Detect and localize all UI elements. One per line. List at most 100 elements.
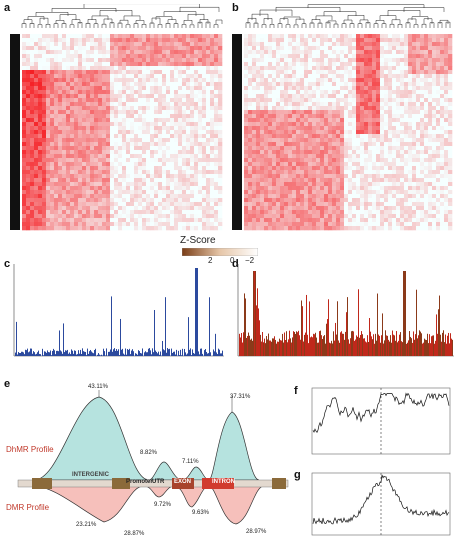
heatmap-a-cell [202, 138, 207, 143]
heatmap-b-cell [320, 202, 325, 207]
heatmap-b-cell [364, 170, 369, 175]
heatmap-a-cell [30, 170, 35, 175]
heatmap-b-cell [372, 170, 377, 175]
heatmap-b-cell [304, 74, 309, 79]
heatmap-b-cell [244, 162, 249, 167]
heatmap-b-cell [264, 130, 269, 135]
heatmap-a-cell [102, 74, 107, 79]
heatmap-b-cell [256, 130, 261, 135]
heatmap-b-cell [336, 54, 341, 59]
heatmap-a-cell [70, 66, 75, 71]
heatmap-b-cell [320, 182, 325, 187]
heatmap-b-cell [256, 46, 261, 51]
heatmap-a-cell [70, 222, 75, 227]
heatmap-a-cell [194, 50, 199, 55]
heatmap-a-cell [86, 158, 91, 163]
heatmap-b-cell [436, 210, 441, 215]
heatmap-a-cell [54, 58, 59, 63]
heatmap-a-cell [86, 42, 91, 47]
heatmap-a-cell [90, 122, 95, 127]
heatmap-b-cell [332, 174, 337, 179]
heatmap-a-cell [94, 106, 99, 111]
heatmap-a-cell [50, 58, 55, 63]
heatmap-a-cell [46, 134, 51, 139]
heatmap-a-cell [174, 82, 179, 87]
heatmap-a-cell [98, 74, 103, 79]
heatmap-b-cell [296, 210, 301, 215]
heatmap-b-cell [332, 90, 337, 95]
heatmap-a-cell [218, 50, 223, 55]
heatmap-a-cell [170, 138, 175, 143]
heatmap-a-cell [218, 106, 223, 111]
heatmap-a-cell [122, 202, 127, 207]
heatmap-b-cell [264, 58, 269, 63]
heatmap-a-cell [26, 46, 31, 51]
heatmap-a-cell [22, 186, 27, 191]
heatmap-a-cell [54, 222, 59, 227]
heatmap-a-cell [70, 214, 75, 219]
heatmap-a-cell [102, 42, 107, 47]
heatmap-b-cell [272, 98, 277, 103]
heatmap-b-cell [336, 34, 341, 39]
heatmap-b-cell [372, 122, 377, 127]
heatmap-a-cell [82, 126, 87, 131]
heatmap-b-cell [368, 210, 373, 215]
heatmap-b-cell [320, 62, 325, 67]
heatmap-a-cell [150, 58, 155, 63]
heatmap-a-cell [102, 102, 107, 107]
heatmap-b-cell [360, 202, 365, 207]
heatmap-a-cell [66, 178, 71, 183]
heatmap-a-cell [126, 210, 131, 215]
heatmap-b-cell [352, 74, 357, 79]
heatmap-b-cell [264, 90, 269, 95]
heatmap-a-cell [134, 98, 139, 103]
heatmap-a-cell [82, 214, 87, 219]
heatmap-b-cell [392, 98, 397, 103]
heatmap-b-cell [320, 130, 325, 135]
heatmap-b-cell [392, 218, 397, 223]
heatmap-a-cell [74, 62, 79, 67]
heatmap-a-cell [102, 178, 107, 183]
heatmap-a-cell [174, 114, 179, 119]
heatmap-a-cell [118, 206, 123, 211]
heatmap-a-cell [130, 94, 135, 99]
heatmap-b-cell [336, 90, 341, 95]
heatmap-b-cell [248, 50, 253, 55]
heatmap-b-cell [348, 170, 353, 175]
heatmap-b-cell [268, 58, 273, 63]
heatmap-a-cell [158, 74, 163, 79]
heatmap-b-cell [376, 198, 381, 203]
heatmap-a-cell [26, 130, 31, 135]
heatmap-a-cell [114, 70, 119, 75]
heatmap-b-cell [380, 178, 385, 183]
heatmap-b-cell [276, 82, 281, 87]
heatmap-a-cell [70, 118, 75, 123]
heatmap-b-cell [336, 150, 341, 155]
heatmap-b-cell [348, 174, 353, 179]
heatmap-a-cell [198, 58, 203, 63]
heatmap-b-cell [316, 182, 321, 187]
heatmap-b-cell [308, 94, 313, 99]
heatmap-b-cell [440, 50, 445, 55]
heatmap-b-cell [432, 146, 437, 151]
heatmap-a-cell [34, 114, 39, 119]
dendrogram-branch [421, 23, 427, 28]
heatmap-b-cell [296, 134, 301, 139]
heatmap-a-cell [58, 114, 63, 119]
heatmap-b-cell [420, 190, 425, 195]
heatmap-b-cell [444, 38, 449, 43]
heatmap-b-cell [288, 146, 293, 151]
heatmap-b-cell [412, 66, 417, 71]
heatmap-a-cell [66, 34, 71, 39]
heatmap-b-cell [360, 82, 365, 87]
heatmap-a-cell [150, 42, 155, 47]
heatmap-a-cell [122, 126, 127, 131]
heatmap-a-cell [166, 218, 171, 223]
heatmap-b-cell [256, 106, 261, 111]
heatmap-a-cell [178, 214, 183, 219]
heatmap-a-cell [170, 110, 175, 115]
heatmap-a-cell [174, 174, 179, 179]
heatmap-b-cell [412, 194, 417, 199]
heatmap-a-cell [38, 34, 43, 39]
heatmap-b-cell [376, 34, 381, 39]
